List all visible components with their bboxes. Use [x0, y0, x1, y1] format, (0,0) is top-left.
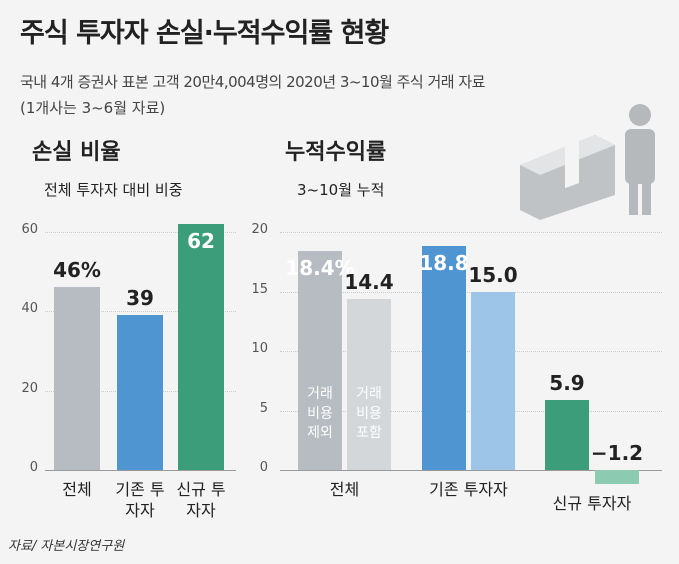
y-tick-label: 15	[251, 281, 268, 297]
value-label: 46%	[53, 258, 101, 283]
y-tick-label: 40	[21, 301, 38, 317]
y-tick-label: 0	[29, 460, 38, 475]
value-label: 18.8	[419, 251, 469, 276]
bar	[471, 291, 515, 470]
x-tick-label: 신규 투자자	[552, 494, 632, 514]
bar	[347, 298, 391, 470]
illustration	[520, 104, 655, 220]
value-label: 62	[187, 229, 215, 253]
chart-title: 손실 비율	[32, 140, 121, 165]
bar	[545, 399, 589, 470]
page-title: 주식 투자자 손실·누적수익률 현황	[20, 18, 389, 49]
bar	[422, 246, 466, 470]
y-tick-label: 20	[251, 222, 268, 237]
chart-title: 누적수익률	[285, 140, 387, 165]
grid-line	[45, 470, 236, 471]
source: 자료/ 자본시장연구원	[8, 539, 125, 554]
x-tick-label: 기존 투자자	[115, 480, 165, 520]
value-label: −1.2	[590, 441, 644, 465]
y-tick-label: 10	[251, 341, 268, 356]
x-tick-label: 전체	[62, 480, 92, 499]
x-tick-label: 기존 투자자	[429, 480, 508, 499]
bar	[178, 224, 224, 470]
bar	[117, 315, 163, 470]
value-label: 39	[126, 286, 154, 311]
value-label: 15.0	[468, 262, 518, 287]
y-tick-label: 5	[259, 400, 268, 416]
grid-line	[280, 470, 662, 471]
y-tick-label: 20	[21, 380, 38, 396]
y-tick-label: 60	[21, 221, 38, 237]
chart-subtitle: 전체 투자자 대비 비중	[44, 181, 183, 199]
bar	[54, 287, 100, 470]
page-subtitle: 국내 4개 증권사 표본 고객 20만4,004명의 2020년 3~10월 주…	[20, 73, 485, 91]
bar	[298, 251, 342, 470]
grid-line	[280, 232, 662, 233]
value-label: 14.4	[344, 269, 394, 294]
page-note: (1개사는 3~6월 자료)	[20, 99, 166, 117]
x-tick-label: 신규 투자자	[176, 480, 226, 520]
series-label: 거래 비용 제외	[307, 386, 333, 442]
grid-line	[45, 231, 236, 233]
y-tick-label: 0	[259, 460, 268, 475]
series-label: 거래 비용 포함	[356, 386, 382, 442]
grid-line	[45, 311, 236, 313]
value-label: 18.4%	[285, 256, 355, 281]
chart-subtitle: 3~10월 누적	[297, 181, 385, 199]
bar	[595, 470, 639, 485]
x-tick-label: 전체	[329, 480, 360, 499]
value-label: 5.9	[549, 370, 585, 395]
